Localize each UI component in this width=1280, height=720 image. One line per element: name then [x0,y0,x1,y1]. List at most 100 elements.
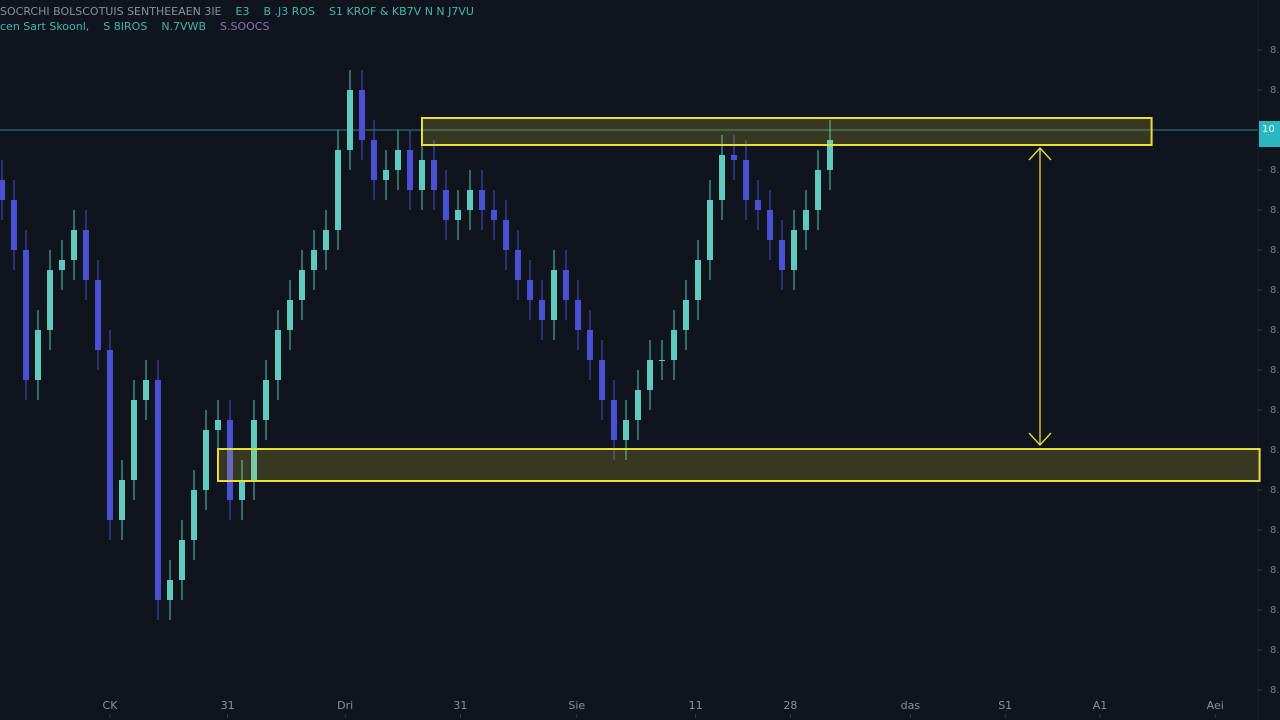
candle-body [323,230,329,250]
candle-body [143,380,149,400]
candle-body [311,250,317,270]
arrow-head [1028,147,1052,161]
candle-body [47,270,53,330]
x-tick-label: 31 [221,699,235,712]
candle-body [611,400,617,440]
candle-body [707,200,713,260]
y-tick-label: 8. [1270,85,1280,96]
candle-body [455,210,461,220]
candle-body [431,160,437,190]
header-text: B .J3 ROS [263,5,315,18]
x-tick-label: CK [103,699,119,712]
current-price-tag [1259,121,1280,147]
candle-body [575,300,581,330]
candle-body [275,330,281,380]
y-tick-label: 8. [1270,405,1280,416]
candle-body [371,140,377,180]
candle-body [95,280,101,350]
y-tick-label: 8. [1270,525,1280,536]
candle-body [23,250,29,380]
candle-body [407,150,413,190]
candle-body [671,330,677,360]
y-tick-label: 8. [1270,285,1280,296]
candle-body [59,260,65,270]
candle-body [83,230,89,280]
candle-body [635,390,641,420]
candle-body [767,210,773,240]
candle-body [827,140,833,170]
y-tick-label: 8. [1270,165,1280,176]
candle-body [443,190,449,220]
candle-body [599,360,605,400]
y-tick-label: 8. [1270,685,1280,696]
y-tick-label: 8. [1270,485,1280,496]
candle-body [107,350,113,520]
candle-body [755,200,761,210]
header-text: E3 [236,5,250,18]
candle-body [503,220,509,250]
candle-body [527,280,533,300]
current-price-label: 10 [1262,124,1275,135]
candle-body [215,420,221,430]
candle-body [803,210,809,230]
x-tick-label: A1 [1093,699,1108,712]
x-tick-label: 31 [453,699,467,712]
x-tick-label: Sie [568,699,585,712]
x-tick-label: 11 [689,699,703,712]
candle-body [191,490,197,540]
subheader-text: S 8IROS [103,20,147,33]
candle-body [71,230,77,260]
candle-body [119,480,125,520]
candle-body [719,155,725,200]
x-tick-label: S1 [998,699,1012,712]
candle-body [347,90,353,150]
candle-body [383,170,389,180]
y-tick-label: 8. [1270,565,1280,576]
candle-body [287,300,293,330]
y-tick-label: 8. [1270,45,1280,56]
candle-body [815,170,821,210]
candle-body [419,160,425,190]
candle-body [11,200,17,250]
subheader-text: N.7VWB [161,20,206,33]
candle-body [131,400,137,480]
candle-body [695,260,701,300]
candle-body [0,180,5,200]
candle-body [779,240,785,270]
y-tick-label: 8. [1270,365,1280,376]
header-text: SOCRCHI BOLSCOTUIS SENTHEEAEN 3IE [0,5,222,18]
candle-body [623,420,629,440]
candle-body [239,480,245,500]
y-tick-label: 8. [1270,605,1280,616]
candle-body [743,160,749,200]
y-tick-label: 8. [1270,645,1280,656]
y-tick-label: 8. [1270,245,1280,256]
subheader-text: cen Sart Skoonl, [0,20,89,33]
x-tick-label: 28 [783,699,797,712]
candle-body [647,360,653,390]
subheader-text: S.SOOCS [220,20,269,33]
candle-body [551,270,557,320]
candle-body [299,270,305,300]
y-tick-label: 8. [1270,325,1280,336]
zone [217,448,1261,482]
candle-body [359,90,365,140]
candle-body [155,380,161,600]
candle-body [731,155,737,160]
candle-body [515,250,521,280]
x-tick-label: Aei [1207,699,1224,712]
header-text: S1 KROF & KB7V N N J7VU [329,5,474,18]
candle-body [791,230,797,270]
candle-body [467,190,473,210]
candle-body [479,190,485,210]
arrow-head [1028,432,1052,446]
zone [421,117,1153,146]
candle-body [263,380,269,420]
candle-body [539,300,545,320]
candle-body [563,270,569,300]
candle-body [587,330,593,360]
candle-body [203,430,209,490]
candle-body [491,210,497,220]
candle-body [659,360,665,361]
